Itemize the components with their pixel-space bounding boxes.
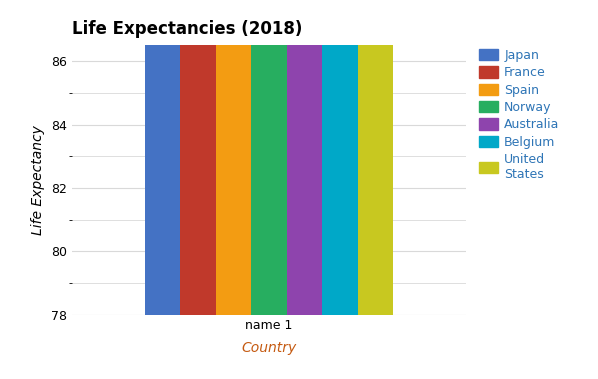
- Bar: [181, 0, 216, 315]
- Bar: [216, 0, 251, 315]
- Bar: [358, 0, 393, 315]
- Bar: [287, 0, 322, 315]
- Bar: [322, 0, 358, 315]
- Bar: [145, 0, 181, 315]
- Text: Life Expectancies (2018): Life Expectancies (2018): [72, 20, 302, 38]
- Legend: Japan, France, Spain, Norway, Australia, Belgium, United
States: Japan, France, Spain, Norway, Australia,…: [477, 46, 562, 183]
- Y-axis label: Life Expectancy: Life Expectancy: [31, 125, 45, 235]
- X-axis label: Country: Country: [242, 341, 297, 355]
- Bar: [251, 0, 287, 315]
